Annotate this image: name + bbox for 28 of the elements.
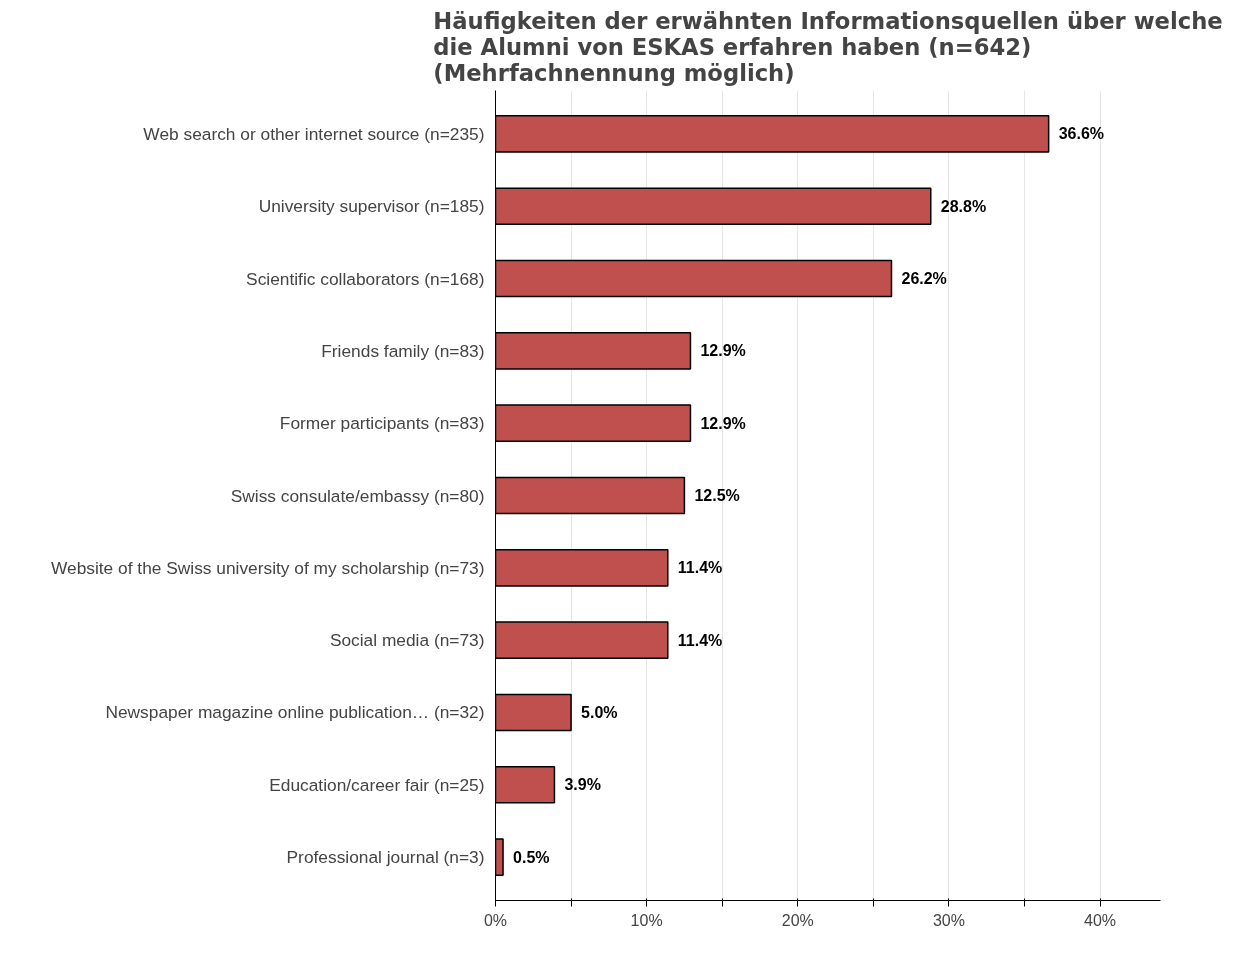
x-tick-label: 0%	[483, 911, 508, 929]
x-tick-label: 10%	[630, 911, 663, 929]
x-tick-label: 20%	[781, 911, 814, 929]
data-label: 0.5%	[513, 848, 550, 866]
data-label: 28.8%	[940, 197, 987, 215]
data-label: 12.9%	[700, 342, 746, 360]
y-tick-label: Social media (n=73)	[329, 630, 485, 651]
y-tick-label: Scientific collaborators (n=168)	[246, 268, 485, 289]
data-label: 12.9%	[700, 414, 746, 432]
y-tick-label: Former participants (n=83)	[279, 413, 485, 434]
y-tick-label: Friends family (n=83)	[321, 340, 485, 361]
data-label: 11.4%	[677, 631, 723, 649]
y-tick-label: Newspaper magazine online publication… (n=32)	[105, 702, 485, 723]
data-label: 3.9%	[564, 776, 601, 794]
data-label: 26.2%	[901, 270, 947, 288]
y-tick-label: Education/career fair (n=25)	[269, 774, 485, 795]
y-tick-label: Web search or other internet source (n=235)	[143, 123, 485, 144]
data-label: 5.0%	[581, 703, 618, 721]
y-tick-label: Swiss consulate/embassy (n=80)	[230, 485, 485, 506]
x-tick-label: 40%	[1084, 911, 1117, 929]
y-tick-label: Website of the Swiss university of my scholarship (n=73)	[50, 557, 485, 578]
data-label: 11.4%	[677, 559, 723, 577]
y-tick-label: University supervisor (n=185)	[258, 196, 485, 217]
chart-title: Häufigkeiten der erwähnten Informationsquellen über welche die Alumni von ESKAS erfahren haben (n=642) (Mehrfachnennung möglich)	[433, 7, 1223, 86]
data-label: 36.6%	[1058, 125, 1105, 143]
x-tick-label: 30%	[932, 911, 965, 929]
data-label: 12.5%	[694, 487, 740, 504]
y-tick-label: Professional journal (n=3)	[286, 847, 485, 868]
